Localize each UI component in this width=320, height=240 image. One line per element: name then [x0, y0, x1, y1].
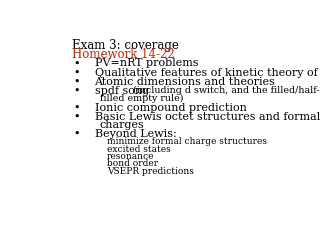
- Text: VSEPR predictions: VSEPR predictions: [107, 167, 194, 176]
- Text: Atomic dimensions and theories: Atomic dimensions and theories: [95, 77, 276, 87]
- Text: •: •: [74, 68, 80, 78]
- Text: charges: charges: [100, 120, 144, 130]
- Text: PV=nRT problems: PV=nRT problems: [95, 58, 198, 68]
- Text: •: •: [74, 103, 80, 113]
- Text: Ionic compound prediction: Ionic compound prediction: [95, 103, 246, 113]
- Text: Qualitative features of kinetic theory of gasses: Qualitative features of kinetic theory o…: [95, 68, 320, 78]
- Text: (including d switch, and the filled/half-: (including d switch, and the filled/half…: [133, 86, 320, 95]
- Text: Basic Lewis octet structures and formal: Basic Lewis octet structures and formal: [95, 112, 320, 122]
- Text: •: •: [74, 77, 80, 87]
- Text: •: •: [74, 129, 80, 138]
- Text: spdf song: spdf song: [95, 86, 152, 96]
- Text: •: •: [74, 58, 80, 68]
- Text: Beyond Lewis:: Beyond Lewis:: [95, 129, 176, 138]
- Text: excited states: excited states: [107, 145, 171, 154]
- Text: resonance: resonance: [107, 152, 155, 161]
- Text: filled empty rule): filled empty rule): [100, 94, 183, 103]
- Text: Exam 3: coverage: Exam 3: coverage: [72, 39, 179, 52]
- Text: •: •: [74, 86, 80, 96]
- Text: •: •: [74, 112, 80, 122]
- Text: Homework 14-22: Homework 14-22: [72, 48, 175, 61]
- Text: bond order: bond order: [107, 159, 158, 168]
- Text: minimize formal charge structures: minimize formal charge structures: [107, 137, 267, 146]
